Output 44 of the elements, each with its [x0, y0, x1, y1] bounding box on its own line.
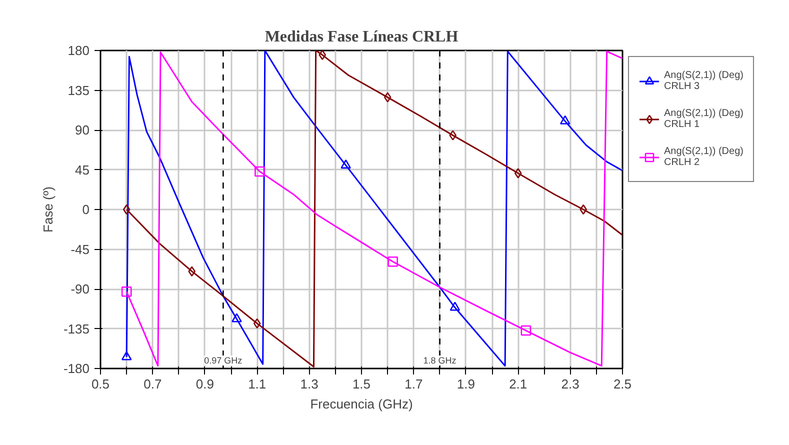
- y-tick-label: 90: [75, 122, 90, 138]
- y-tick-label: -135: [63, 321, 90, 336]
- ref-line-label: 0.97 GHz: [204, 356, 243, 366]
- x-tick-label: 1.1: [248, 376, 266, 392]
- point: [388, 256, 398, 267]
- ref-line-label: 1.8 GHz: [423, 356, 457, 366]
- y-tick-label: -45: [70, 242, 90, 257]
- point: [254, 166, 265, 177]
- x-tick-label: 2.5: [613, 376, 632, 392]
- legend-label: Ang(S(2,1)) (Deg) CRLH 1: [664, 107, 744, 132]
- y-tick-label: 45: [75, 162, 90, 178]
- x-tick-label: 1.9: [456, 376, 475, 392]
- y-axis-title: Fase (º): [40, 186, 56, 232]
- chart-title: Medidas Fase Líneas CRLH: [264, 28, 459, 46]
- x-tick-label: 0.7: [144, 376, 162, 392]
- x-tick-label: 2.1: [509, 376, 528, 392]
- legend-label: Ang(S(2,1)) (Deg) CRLH 3: [664, 69, 744, 94]
- point: [253, 318, 261, 329]
- point: [232, 313, 242, 322]
- point: [188, 266, 196, 276]
- point: [340, 159, 351, 169]
- point: [514, 168, 522, 178]
- x-tick-label: 1.3: [300, 376, 318, 392]
- y-tick-label: -180: [63, 361, 90, 376]
- x-tick-label: 1.7: [404, 376, 423, 392]
- x-axis-title: Frecuencia (GHz): [310, 396, 413, 412]
- y-tick-label: 180: [68, 43, 90, 58]
- point: [520, 325, 532, 336]
- x-tick-label: 0.5: [91, 376, 110, 392]
- x-tick-label: 1.5: [352, 376, 371, 392]
- y-tick-label: 135: [68, 82, 90, 98]
- point: [384, 92, 392, 102]
- legend-label: Ang(S(2,1)) (Deg) CRLH 2: [664, 145, 744, 170]
- point: [449, 130, 456, 140]
- point: [121, 286, 132, 297]
- y-tick-label: -90: [70, 282, 90, 296]
- x-tick-label: 2.3: [561, 376, 580, 392]
- point: [121, 351, 132, 360]
- point: [122, 204, 130, 215]
- point: [560, 115, 570, 124]
- x-tick-label: 0.9: [196, 376, 214, 392]
- point: [318, 50, 326, 60]
- y-tick-label: 0: [82, 202, 90, 217]
- point: [450, 302, 460, 311]
